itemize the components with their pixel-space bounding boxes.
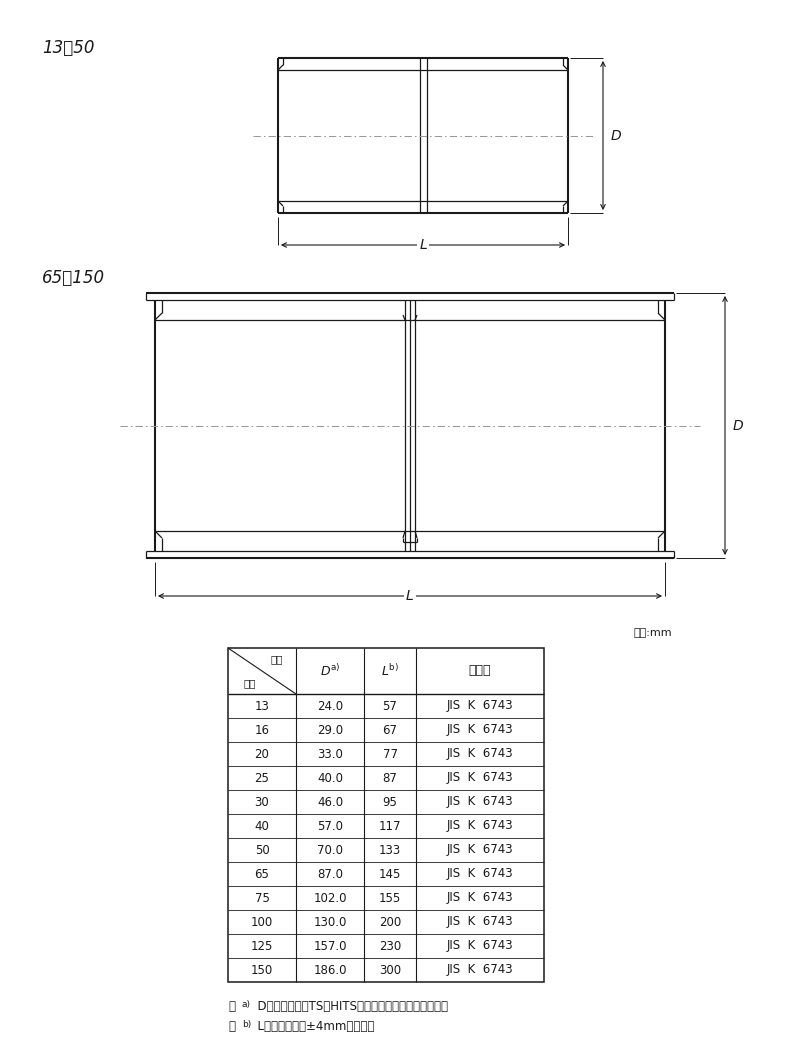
Text: a): a) [242, 1000, 251, 1009]
Text: 50: 50 [254, 844, 270, 856]
Text: Dの許容差は、TS・HITS継手受口共通寸法図による。: Dの許容差は、TS・HITS継手受口共通寸法図による。 [250, 1000, 448, 1013]
Text: 125: 125 [251, 939, 273, 953]
Text: JIS  K  6743: JIS K 6743 [446, 699, 514, 713]
Text: b): b) [242, 1020, 251, 1029]
Text: 100: 100 [251, 916, 273, 929]
Text: 155: 155 [379, 892, 401, 904]
Text: 230: 230 [379, 939, 401, 953]
Text: 117: 117 [378, 820, 402, 832]
Text: D: D [733, 418, 744, 433]
Text: 46.0: 46.0 [317, 795, 343, 808]
Text: 注: 注 [228, 1020, 235, 1033]
Text: JIS  K  6743: JIS K 6743 [446, 868, 514, 880]
Text: 20: 20 [254, 747, 270, 761]
Text: $L^{\mathrm{b)}}$: $L^{\mathrm{b)}}$ [381, 663, 399, 679]
Text: 規　格: 規 格 [469, 664, 491, 677]
Text: JIS  K  6743: JIS K 6743 [446, 723, 514, 737]
Text: 単位:mm: 単位:mm [634, 628, 672, 638]
Text: 65: 65 [254, 868, 270, 880]
Text: 133: 133 [379, 844, 401, 856]
Text: JIS  K  6743: JIS K 6743 [446, 771, 514, 785]
Text: 57: 57 [382, 699, 398, 713]
Text: 33.0: 33.0 [317, 747, 343, 761]
Text: 13: 13 [254, 699, 270, 713]
Text: 102.0: 102.0 [314, 892, 346, 904]
Text: 呼径: 呼径 [243, 678, 256, 687]
Text: L: L [406, 589, 414, 603]
Text: JIS  K  6743: JIS K 6743 [446, 892, 514, 904]
Text: 77: 77 [382, 747, 398, 761]
Text: 75: 75 [254, 892, 270, 904]
Text: 13～50: 13～50 [42, 39, 94, 57]
Text: 57.0: 57.0 [317, 820, 343, 832]
Text: 186.0: 186.0 [314, 963, 346, 977]
Bar [228, 648, 544, 982]
Text: 注: 注 [228, 1000, 235, 1013]
Text: $D^{\mathrm{a)}}$: $D^{\mathrm{a)}}$ [320, 663, 340, 679]
Text: D: D [611, 129, 622, 143]
Text: 30: 30 [254, 795, 270, 808]
Text: JIS  K  6743: JIS K 6743 [446, 820, 514, 832]
Text: 150: 150 [251, 963, 273, 977]
Text: 記号: 記号 [270, 654, 283, 664]
Text: 67: 67 [382, 723, 398, 737]
Text: 24.0: 24.0 [317, 699, 343, 713]
Text: 145: 145 [379, 868, 401, 880]
Text: 95: 95 [382, 795, 398, 808]
Text: 130.0: 130.0 [314, 916, 346, 929]
Text: 65～150: 65～150 [42, 269, 105, 287]
Text: L: L [419, 238, 427, 252]
Text: JIS  K  6743: JIS K 6743 [446, 844, 514, 856]
Text: JIS  K  6743: JIS K 6743 [446, 916, 514, 929]
Text: 25: 25 [254, 771, 270, 785]
Text: JIS  K  6743: JIS K 6743 [446, 747, 514, 761]
Text: 16: 16 [254, 723, 270, 737]
Text: JIS  K  6743: JIS K 6743 [446, 795, 514, 808]
Text: 157.0: 157.0 [314, 939, 346, 953]
Text: 40.0: 40.0 [317, 771, 343, 785]
Text: 300: 300 [379, 963, 401, 977]
Text: 87.0: 87.0 [317, 868, 343, 880]
Text: Lの許容差は、±4mmとする。: Lの許容差は、±4mmとする。 [250, 1020, 374, 1033]
Text: 87: 87 [382, 771, 398, 785]
Text: 29.0: 29.0 [317, 723, 343, 737]
Text: 40: 40 [254, 820, 270, 832]
Text: 200: 200 [379, 916, 401, 929]
Text: JIS  K  6743: JIS K 6743 [446, 963, 514, 977]
Text: 70.0: 70.0 [317, 844, 343, 856]
Text: JIS  K  6743: JIS K 6743 [446, 939, 514, 953]
